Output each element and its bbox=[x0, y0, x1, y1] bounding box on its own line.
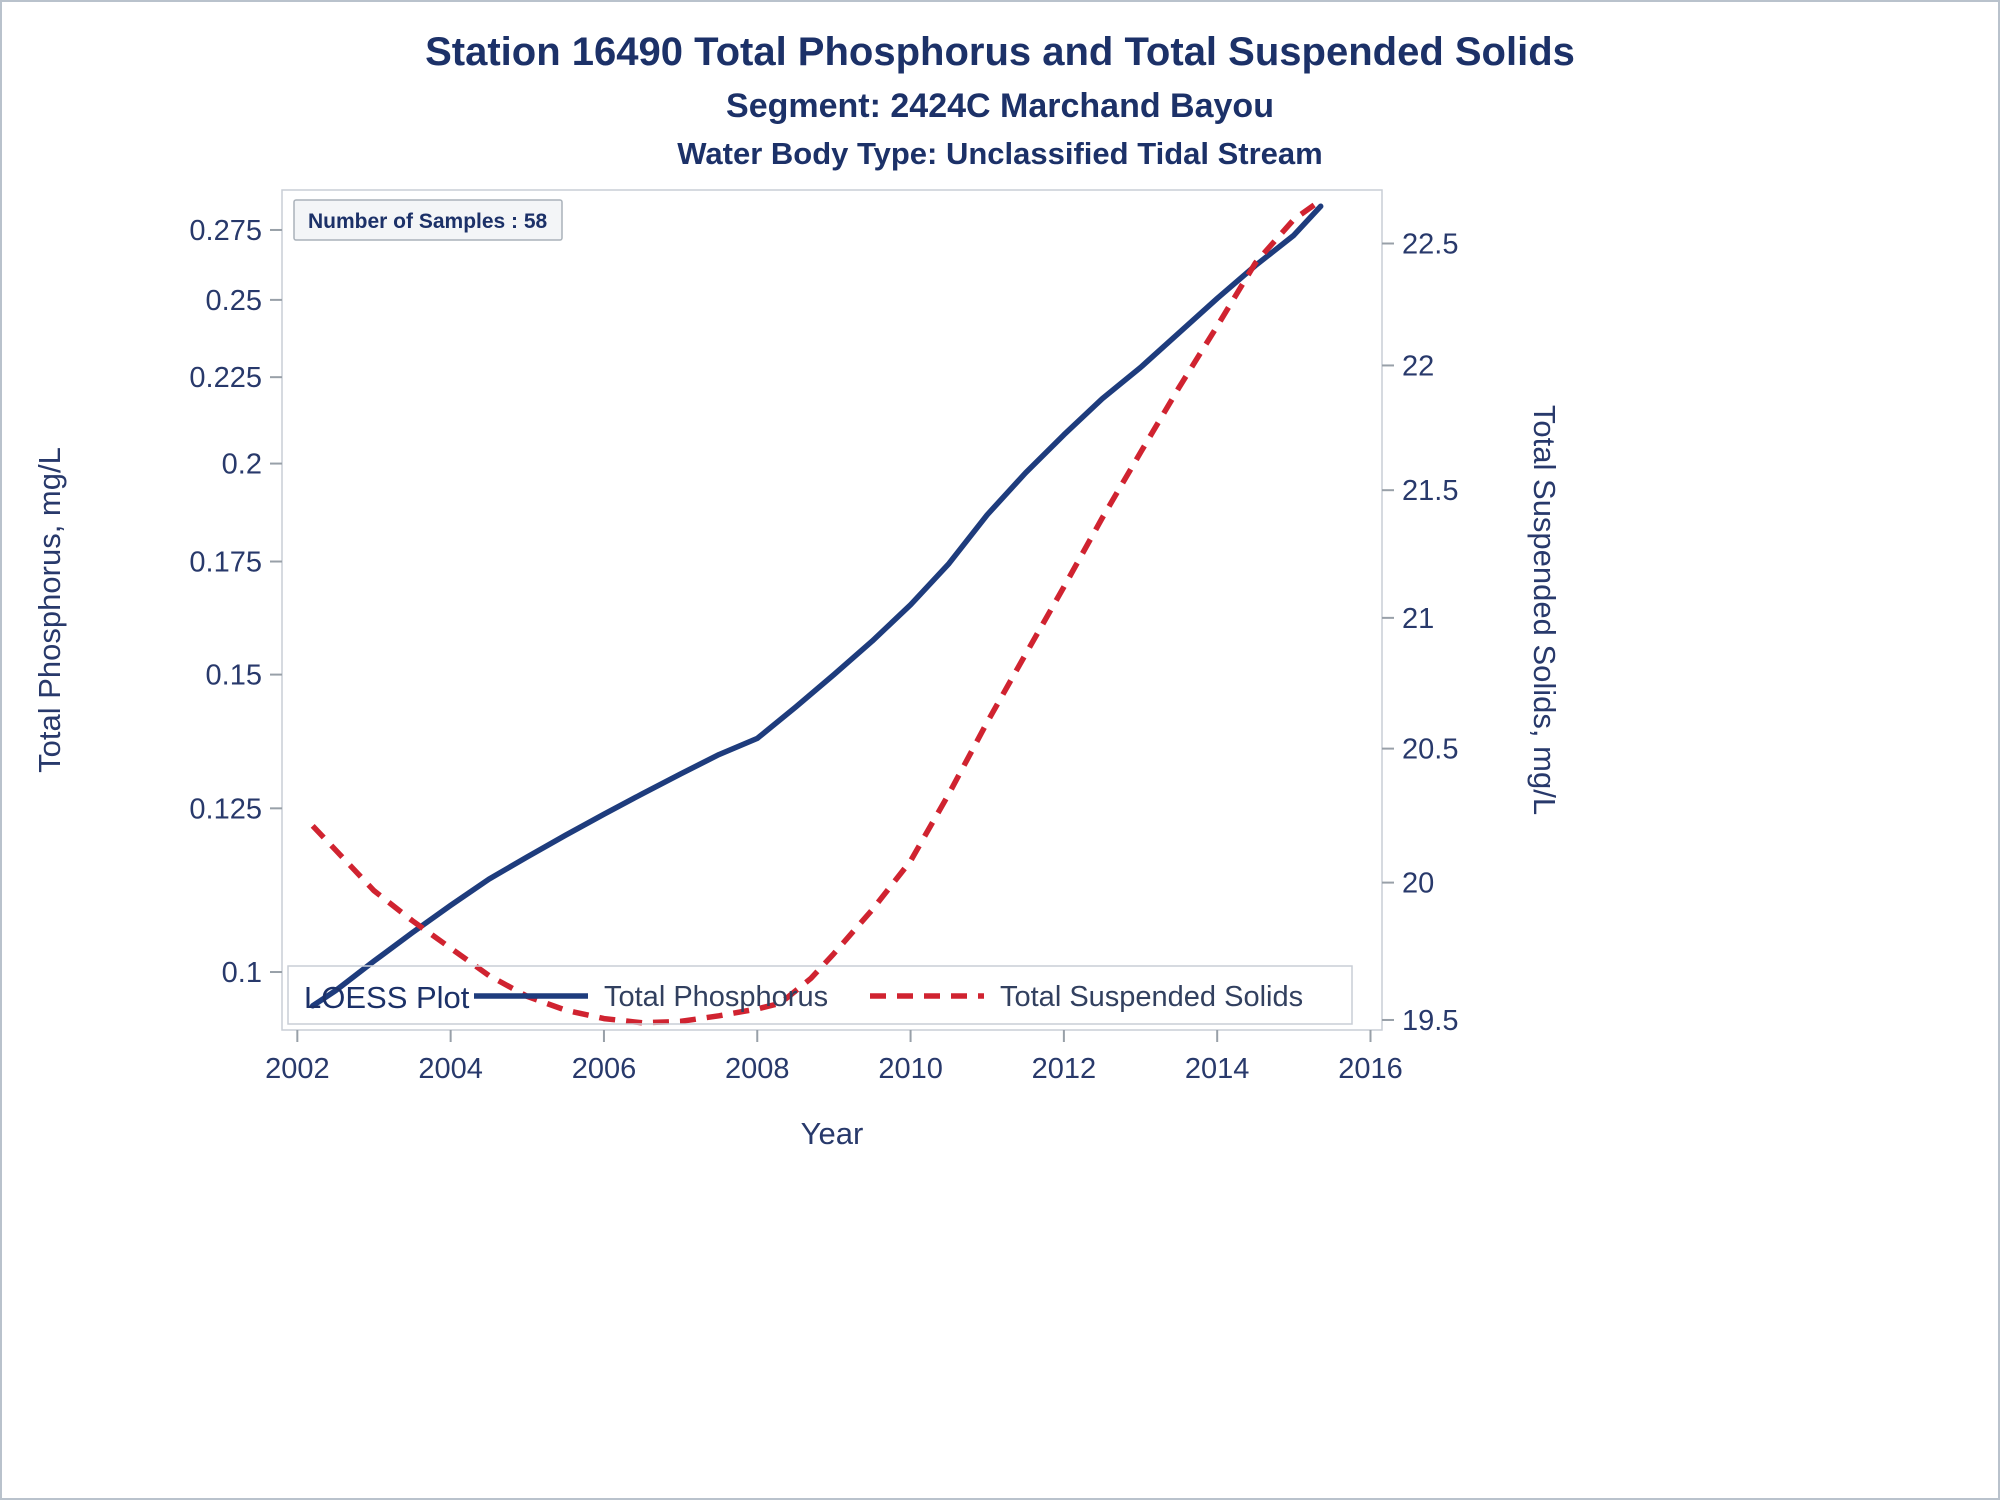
y-left-axis-title: Total Phosphorus, mg/L bbox=[32, 447, 67, 773]
y-left-tick-label: 0.225 bbox=[189, 362, 262, 394]
y-left-tick-label: 0.1 bbox=[222, 957, 262, 989]
chart-title: Station 16490 Total Phosphorus and Total… bbox=[425, 30, 1575, 74]
x-tick-label: 2006 bbox=[572, 1053, 637, 1085]
y-left-tick-label: 0.15 bbox=[206, 660, 262, 692]
x-tick-label: 2004 bbox=[418, 1053, 483, 1085]
title-block: Station 16490 Total Phosphorus and Total… bbox=[2, 30, 1998, 172]
series-layer bbox=[309, 198, 1324, 1026]
loess-plot-label: LOESS Plot bbox=[304, 980, 470, 1015]
x-tick-label: 2012 bbox=[1032, 1053, 1097, 1085]
x-tick-label: 2014 bbox=[1185, 1053, 1250, 1085]
samples-count-label: Number of Samples : 58 bbox=[308, 210, 548, 233]
y-left-tick-label: 0.175 bbox=[189, 547, 262, 579]
x-axis-title: Year bbox=[801, 1116, 864, 1151]
x-tick-label: 2008 bbox=[725, 1053, 790, 1085]
legend-label-total-phosphorus: Total Phosphorus bbox=[604, 981, 828, 1013]
legend-box bbox=[287, 965, 1353, 1025]
y-right-tick-label: 20 bbox=[1402, 868, 1434, 900]
plot-frame bbox=[281, 189, 1383, 1031]
y-left-tick-label: 0.2 bbox=[222, 449, 262, 481]
y-left-tick-label: 0.125 bbox=[189, 793, 262, 825]
y-right-tick-label: 22 bbox=[1402, 350, 1434, 382]
x-tick-label: 2016 bbox=[1338, 1053, 1403, 1085]
series-line-total-phosphorus bbox=[309, 203, 1324, 1009]
y-right-tick-label: 22.5 bbox=[1402, 229, 1458, 261]
legend-label-total-suspended-solids: Total Suspended Solids bbox=[1000, 981, 1303, 1013]
y-right-tick-label: 19.5 bbox=[1402, 1005, 1458, 1037]
x-tick-label: 2002 bbox=[265, 1053, 330, 1085]
samples-inset-box bbox=[293, 199, 563, 241]
chart-subtitle-waterbody: Water Body Type: Unclassified Tidal Stre… bbox=[677, 136, 1323, 171]
y-left-tick-label: 0.275 bbox=[189, 215, 262, 247]
x-tick-label: 2010 bbox=[878, 1053, 943, 1085]
axes-layer: 2002 2004 2006 2008 2010 2012 2014 2016 0.1 0.125… bbox=[189, 215, 1458, 1085]
chart-subtitle-segment: Segment: 2424C Marchand Bayou bbox=[726, 87, 1274, 125]
y-left-tick-label: 0.25 bbox=[206, 285, 262, 317]
y-right-tick-label: 21 bbox=[1402, 603, 1434, 635]
y-right-tick-label: 20.5 bbox=[1402, 734, 1458, 766]
y-right-axis-title: Total Suspended Solids, mg/L bbox=[1527, 405, 1562, 815]
legend: LOESS Plot Total Phosphorus Total Suspen… bbox=[287, 965, 1353, 1025]
y-right-tick-label: 21.5 bbox=[1402, 475, 1458, 507]
samples-inset: Number of Samples : 58 bbox=[293, 199, 563, 241]
